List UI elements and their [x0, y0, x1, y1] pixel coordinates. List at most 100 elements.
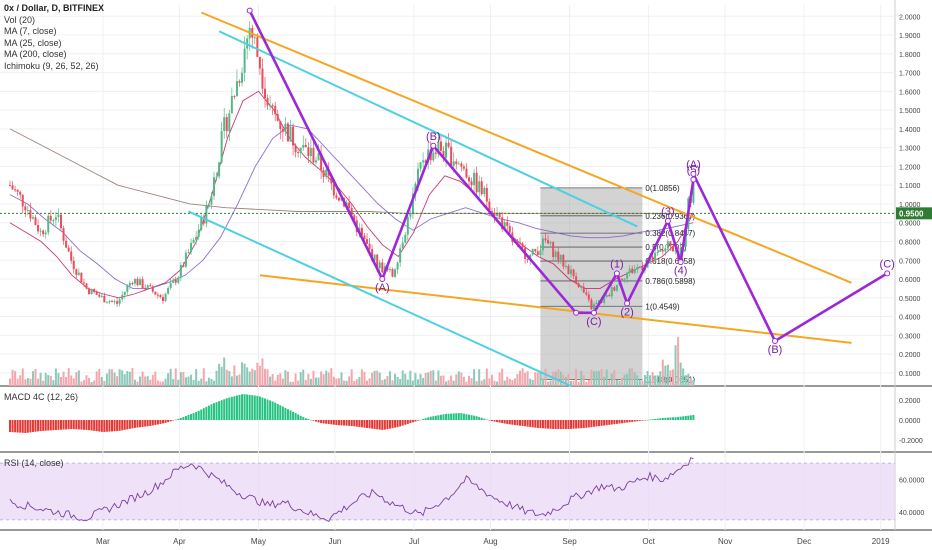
volume-bar: [376, 370, 379, 386]
macd-bar: [582, 420, 585, 429]
volume-bar: [536, 372, 539, 386]
macd-bar: [128, 420, 131, 429]
candle-body: [47, 215, 50, 233]
wave-point: [613, 270, 620, 277]
candle-body: [621, 278, 623, 280]
volume-bar: [307, 373, 310, 386]
macd-bar: [615, 420, 618, 424]
volume-bar: [85, 375, 88, 386]
volume-bar: [21, 368, 24, 386]
volume-bar: [427, 372, 430, 386]
macd-bar: [508, 420, 511, 425]
volume-bar: [582, 375, 585, 386]
macd-bar: [200, 409, 203, 420]
upper-orange-channel: [200, 11, 852, 284]
indicator-volume[interactable]: Vol (20): [4, 14, 36, 25]
macd-bar: [358, 420, 361, 427]
volume-bar: [202, 368, 205, 386]
volume-bar: [271, 373, 274, 386]
volume-bar: [531, 379, 534, 386]
candle-body: [67, 247, 70, 252]
indicator-ichimoku[interactable]: Ichimoku (9, 26, 52, 26): [4, 60, 99, 71]
macd-bar: [121, 420, 124, 431]
volume-bar: [378, 372, 381, 386]
indicator-ma7[interactable]: MA (7, close): [4, 26, 57, 36]
volume-bar: [605, 369, 608, 386]
candle-body: [452, 161, 455, 166]
rsi-label[interactable]: RSI (14, close): [4, 458, 64, 468]
candle-body: [406, 216, 409, 235]
volume-bar: [516, 373, 519, 386]
candle-body: [363, 235, 366, 240]
volume-bar: [687, 373, 690, 386]
macd-bar: [595, 420, 598, 427]
volume-bar: [666, 364, 669, 386]
volume-bar: [118, 369, 121, 386]
indicator-ma200[interactable]: MA (200, close): [4, 49, 67, 59]
volume-bar: [567, 373, 570, 386]
candle-body: [559, 254, 562, 261]
macd-bar: [460, 413, 463, 420]
rsi-tick-label: 40.0000: [899, 510, 924, 517]
volume-bar: [485, 368, 488, 386]
volume-bar: [190, 374, 193, 386]
wave-point: [430, 142, 437, 149]
macd-bar: [687, 415, 690, 420]
y-tick-label: 1.3000: [899, 146, 921, 153]
volume-bar: [465, 381, 468, 386]
candle-body: [279, 120, 282, 129]
macd-bar: [457, 413, 460, 420]
macd-bar: [312, 420, 315, 421]
volume-bar: [521, 368, 524, 386]
macd-bar: [24, 420, 27, 433]
volume-bar: [585, 381, 588, 386]
volume-bar: [29, 378, 32, 386]
volume-bar: [90, 381, 93, 386]
y-tick-label: 0.6000: [899, 277, 921, 284]
candle-body: [274, 105, 277, 115]
macd-bar: [192, 413, 195, 420]
candle-body: [567, 265, 570, 275]
symbol-title[interactable]: 0x / Dollar, D, BITFINEX: [4, 3, 105, 13]
macd-label[interactable]: MACD 4C (12, 26): [4, 392, 79, 402]
candle-body: [424, 160, 427, 163]
macd-bar: [432, 416, 435, 420]
volume-bar: [62, 371, 65, 386]
volume-bars: [9, 336, 695, 386]
volume-bar: [447, 380, 450, 386]
macd-bar: [299, 415, 302, 420]
macd-bar: [608, 420, 611, 425]
volume-bar: [513, 378, 516, 386]
volume-bar: [286, 371, 289, 386]
volume-bar: [332, 376, 335, 386]
volume-bar: [631, 368, 634, 386]
volume-bar: [276, 374, 279, 386]
candle-body: [626, 272, 629, 279]
macd-bar: [427, 417, 430, 420]
volume-bar: [131, 368, 134, 386]
macd-bar: [452, 413, 455, 420]
volume-bar: [54, 368, 57, 386]
volume-bar: [649, 375, 652, 386]
volume-bar: [600, 368, 603, 386]
volume-bar: [411, 380, 414, 386]
candle-body: [286, 123, 289, 142]
candle-body: [615, 284, 618, 291]
volume-bar: [302, 369, 305, 386]
macd-bar: [684, 415, 687, 420]
candle-body: [496, 212, 499, 216]
macd-bar: [213, 403, 215, 420]
volume-bar: [613, 370, 616, 386]
macd-bar: [570, 420, 572, 429]
macd-bar: [215, 402, 218, 420]
wave-point: [624, 300, 631, 307]
macd-bar: [315, 420, 317, 422]
volume-bar: [9, 378, 11, 386]
volume-bar: [187, 376, 190, 386]
macd-bar: [399, 420, 402, 427]
volume-bar: [213, 380, 215, 386]
macd-bar: [100, 420, 103, 432]
candle-body: [332, 183, 335, 196]
indicator-ma25[interactable]: MA (25, close): [4, 37, 62, 48]
macd-bar: [253, 395, 256, 420]
